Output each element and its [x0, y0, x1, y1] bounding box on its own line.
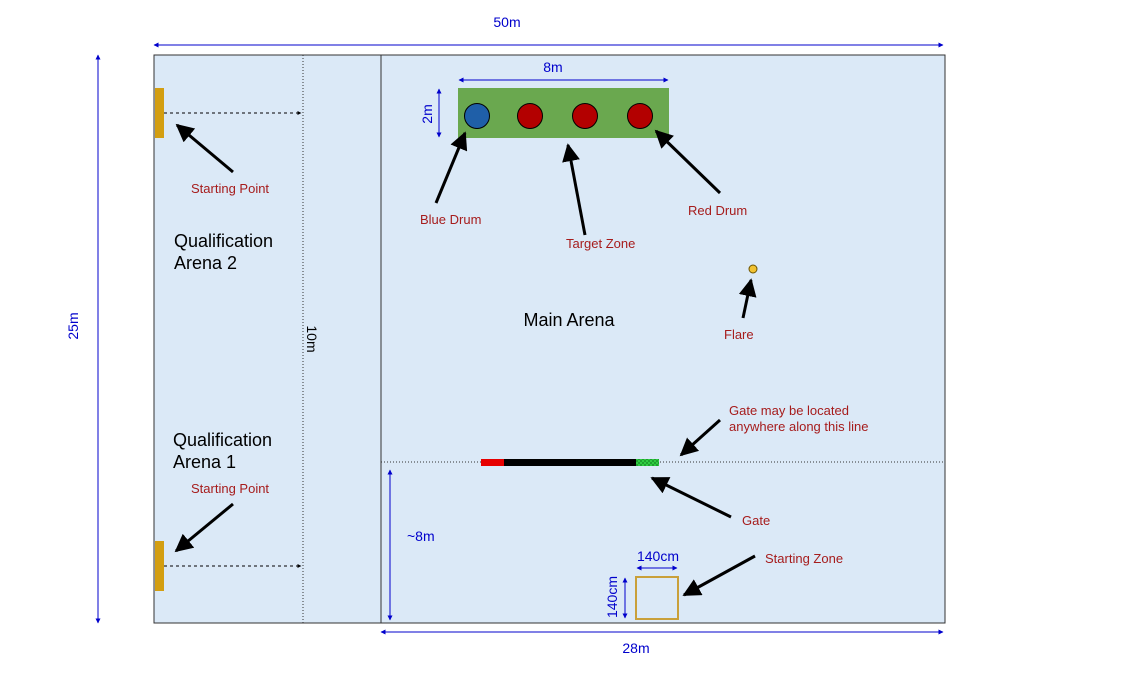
- main-arena-title: Main Arena: [523, 310, 615, 330]
- red-drum: [517, 103, 543, 129]
- flare-label: Flare: [724, 327, 754, 342]
- lane-width-label: 10m: [304, 325, 320, 352]
- gate-note-line2: anywhere along this line: [729, 419, 868, 434]
- gate-distance-label: ~8m: [407, 528, 435, 544]
- gate-note-line1: Gate may be located: [729, 403, 849, 418]
- target-zone-label: Target Zone: [566, 236, 635, 251]
- flare-pointer: [738, 278, 757, 319]
- start-zone-width-label: 140cm: [637, 548, 679, 564]
- qualification-arena-1-line2: Arena 1: [173, 452, 236, 472]
- starting-point-top: [155, 88, 164, 138]
- starting-zone-pointer: [682, 554, 756, 597]
- qualification-arena-2-line2: Arena 2: [174, 253, 237, 273]
- starting-point-bottom-label: Starting Point: [191, 481, 269, 496]
- starting-point-top-label: Starting Point: [191, 181, 269, 196]
- gate-green-end: [636, 459, 659, 466]
- blue-drum-pointer: [434, 131, 468, 204]
- red-drum: [627, 103, 653, 129]
- main-width-label: 28m: [622, 640, 649, 656]
- arena-boundary: [153, 54, 946, 624]
- qualification-arena-1-line1: Qualification: [173, 430, 272, 450]
- gate-bar: [481, 459, 659, 466]
- red-drum: [572, 103, 598, 129]
- gate-red-end: [481, 459, 504, 466]
- target-height-label: 2m: [419, 104, 435, 123]
- starting-point-bottom-pointer: [174, 502, 234, 553]
- flare: [748, 264, 758, 274]
- starting-zone-label: Starting Zone: [765, 551, 843, 566]
- target-zone-pointer: [562, 143, 587, 236]
- total-height-label: 25m: [65, 312, 81, 339]
- gate-pointer: [650, 476, 732, 519]
- blue-drum-label: Blue Drum: [420, 212, 481, 227]
- red-drum-pointer: [654, 129, 722, 195]
- target-width-label: 8m: [543, 59, 562, 75]
- qualification-arena-2-line1: Qualification: [174, 231, 273, 251]
- gate-line-pointer: [679, 418, 722, 457]
- starting-zone: [635, 576, 679, 620]
- start-zone-height-label: 140cm: [604, 576, 620, 618]
- starting-point-bottom: [155, 541, 164, 591]
- gate-label: Gate: [742, 513, 770, 528]
- total-width-label: 50m: [493, 14, 520, 30]
- red-drum-label: Red Drum: [688, 203, 747, 218]
- starting-point-top-pointer: [175, 123, 234, 174]
- blue-drum: [464, 103, 490, 129]
